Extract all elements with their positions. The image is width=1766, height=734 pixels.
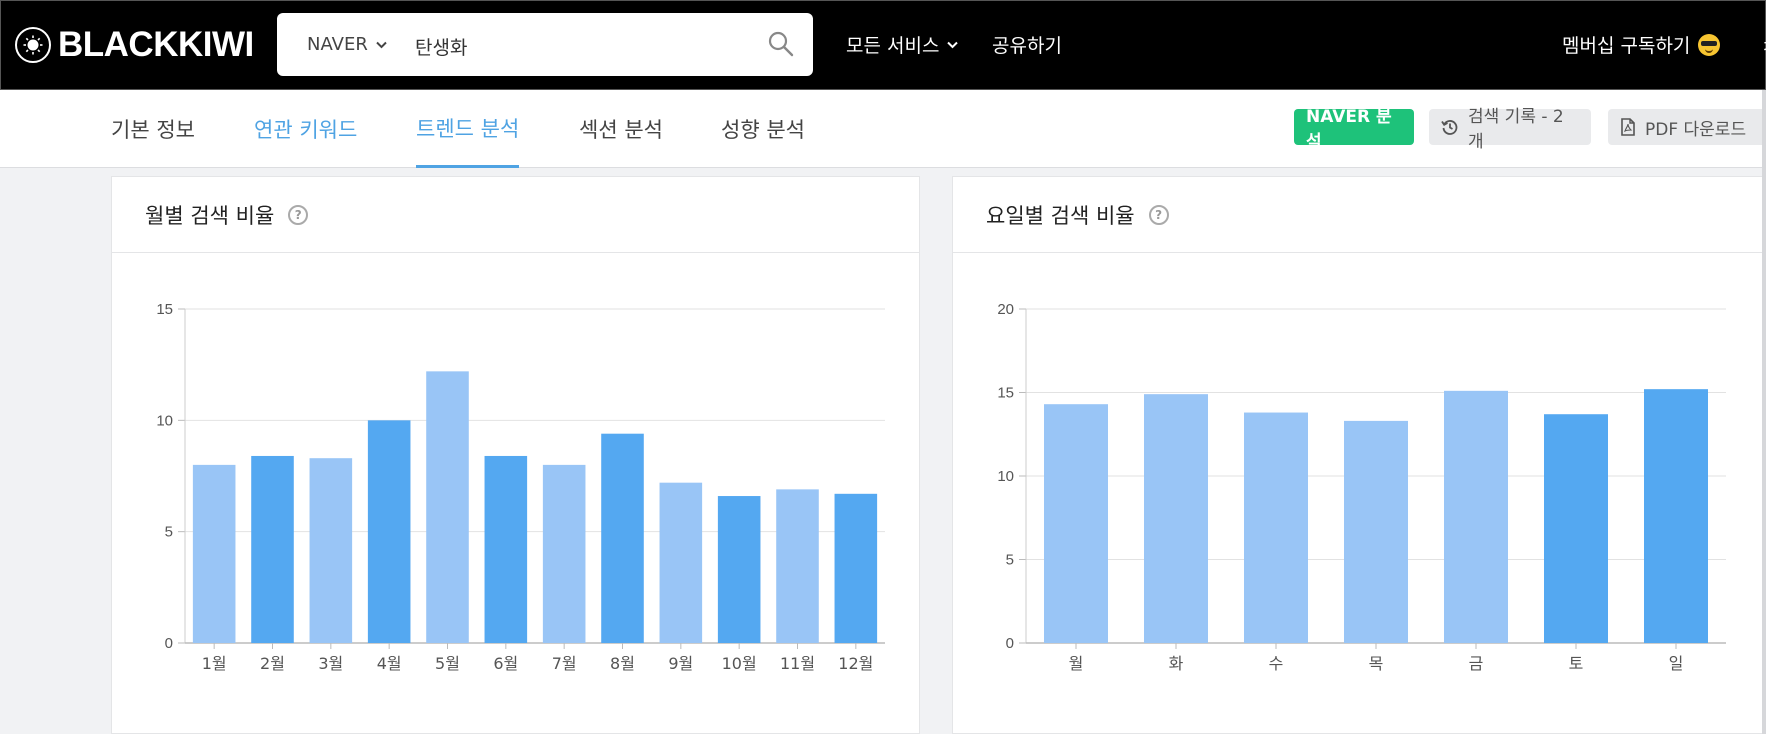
- bar[interactable]: [1344, 420, 1408, 643]
- search-history-button[interactable]: 검색 기록 - 2개: [1429, 107, 1591, 152]
- card-header: 월별 검색 비율 ?: [112, 177, 919, 253]
- monthly-search-ratio-card: 월별 검색 비율 ? 0 5 10 15 1월 2월 3월 4월 5월 6월 7월 8월 9월 10월 11…: [111, 176, 920, 734]
- y-tick-label: 15: [997, 385, 1014, 402]
- x-tick-label: 1월: [202, 654, 227, 673]
- bar[interactable]: [309, 458, 353, 643]
- y-tick-label: 15: [156, 301, 173, 318]
- tab-trend-analysis[interactable]: 트렌드 분석: [416, 90, 520, 168]
- y-tick-label: 5: [1006, 552, 1014, 569]
- all-services-menu[interactable]: 모든 서비스: [846, 31, 959, 58]
- x-tick-label: 일: [1669, 654, 1684, 673]
- engine-select[interactable]: NAVER: [307, 13, 387, 76]
- share-link[interactable]: 공유하기: [992, 31, 1062, 58]
- analysis-tabs-bar: 기본 정보 연관 키워드 트렌드 분석 섹션 분석 성향 분석 NAVER 분석…: [0, 90, 1766, 168]
- kiwi-logo-icon: [15, 27, 51, 63]
- bar[interactable]: [542, 464, 586, 643]
- bar[interactable]: [601, 433, 644, 643]
- y-tick-label: 20: [997, 301, 1014, 318]
- bar[interactable]: [426, 371, 469, 643]
- help-icon[interactable]: ?: [1148, 204, 1169, 225]
- search-box: NAVER: [277, 13, 813, 76]
- x-tick-label: 수: [1269, 654, 1284, 673]
- tab-tendency-analysis[interactable]: 성향 분석: [721, 90, 805, 168]
- bar[interactable]: [1144, 394, 1208, 643]
- monthly-bar-chart: 0 5 10 15 1월 2월 3월 4월 5월 6월 7월 8월 9월 10월 11월 12월: [156, 301, 885, 673]
- tab-basic-info[interactable]: 기본 정보: [111, 90, 195, 168]
- engine-select-label: NAVER: [307, 34, 368, 55]
- x-tick-label: 3월: [318, 654, 343, 673]
- x-tick-label: 토: [1569, 654, 1584, 673]
- pdf-download-button[interactable]: PDF 다운로드: [1608, 109, 1766, 145]
- x-tick-label: 12월: [838, 654, 873, 673]
- search-input[interactable]: [413, 25, 747, 67]
- membership-label: 멤버십 구독하기: [1562, 35, 1691, 57]
- pdf-file-icon: [1621, 118, 1635, 136]
- x-tick-label: 10월: [722, 654, 757, 673]
- naver-analysis-button[interactable]: NAVER 분석: [1294, 107, 1414, 152]
- weekday-search-ratio-card: 요일별 검색 비율 ? 0 5 10 15 20 월 화 수 목 금 토 일: [952, 176, 1766, 734]
- x-tick-label: 9월: [668, 654, 693, 673]
- tab-label: 기본 정보: [111, 118, 195, 142]
- window-edge: [1762, 90, 1766, 734]
- x-tick-label: 2월: [260, 654, 285, 673]
- pdf-download-label: PDF 다운로드: [1645, 119, 1747, 140]
- all-services-label: 모든 서비스: [846, 35, 940, 57]
- tab-label: 트렌드 분석: [416, 116, 520, 141]
- x-tick-label: 월: [1069, 654, 1084, 673]
- y-tick-label: 10: [997, 468, 1014, 485]
- y-tick-label: 0: [1006, 635, 1014, 652]
- x-tick-label: 8월: [610, 654, 635, 673]
- chevron-down-icon: [947, 41, 959, 48]
- card-title: 월별 검색 비율: [145, 203, 275, 228]
- x-tick-label: 금: [1469, 654, 1484, 673]
- bar[interactable]: [776, 489, 819, 643]
- x-tick-label: 목: [1369, 654, 1384, 673]
- tab-label: 섹션 분석: [579, 118, 663, 142]
- top-bar: BLACKKIWI NAVER 모든 서비스 공유하기 멤버십 구독하기 ㅊ: [0, 0, 1766, 90]
- bar[interactable]: [1644, 389, 1708, 643]
- weekday-bar-chart: 0 5 10 15 20 월 화 수 목 금 토 일: [997, 301, 1726, 673]
- blackkiwi-logo[interactable]: BLACKKIWI: [15, 25, 254, 65]
- bar[interactable]: [367, 420, 411, 643]
- sunglasses-emoji-icon: [1698, 33, 1721, 56]
- share-label: 공유하기: [992, 35, 1062, 57]
- y-tick-label: 10: [156, 412, 173, 429]
- tab-label: 성향 분석: [721, 118, 805, 142]
- y-tick-label: 5: [165, 524, 173, 541]
- bar[interactable]: [1544, 414, 1608, 643]
- bar[interactable]: [192, 464, 236, 643]
- naver-analysis-label: NAVER 분석: [1306, 107, 1392, 152]
- membership-link[interactable]: 멤버십 구독하기: [1562, 31, 1721, 58]
- search-history-label: 검색 기록 - 2개: [1468, 107, 1564, 152]
- x-tick-label: 5월: [435, 654, 460, 673]
- bar[interactable]: [717, 496, 761, 643]
- y-tick-label: 0: [165, 635, 173, 652]
- bar[interactable]: [659, 482, 703, 643]
- tab-section-analysis[interactable]: 섹션 분석: [579, 90, 663, 168]
- bar[interactable]: [1444, 390, 1508, 643]
- bar[interactable]: [484, 455, 528, 643]
- x-tick-label: 화: [1169, 654, 1184, 673]
- logo-text: BLACKKIWI: [58, 25, 254, 64]
- bar[interactable]: [1044, 404, 1108, 643]
- chevron-down-icon: [376, 41, 387, 48]
- bar[interactable]: [251, 455, 294, 643]
- cut-off-nav-text[interactable]: ㅊ: [1761, 31, 1766, 58]
- tab-label: 연관 키워드: [254, 118, 358, 142]
- card-title: 요일별 검색 비율: [986, 203, 1135, 228]
- x-tick-label: 11월: [780, 654, 815, 673]
- search-icon[interactable]: [767, 30, 795, 58]
- tab-related-keywords[interactable]: 연관 키워드: [254, 90, 357, 168]
- x-tick-label: 6월: [493, 654, 518, 673]
- history-icon: [1441, 120, 1458, 135]
- x-tick-label: 7월: [552, 654, 577, 673]
- card-header: 요일별 검색 비율 ?: [953, 177, 1765, 253]
- help-icon[interactable]: ?: [288, 204, 309, 225]
- x-tick-label: 4월: [377, 654, 402, 673]
- bar[interactable]: [1244, 412, 1308, 643]
- bar[interactable]: [834, 493, 878, 643]
